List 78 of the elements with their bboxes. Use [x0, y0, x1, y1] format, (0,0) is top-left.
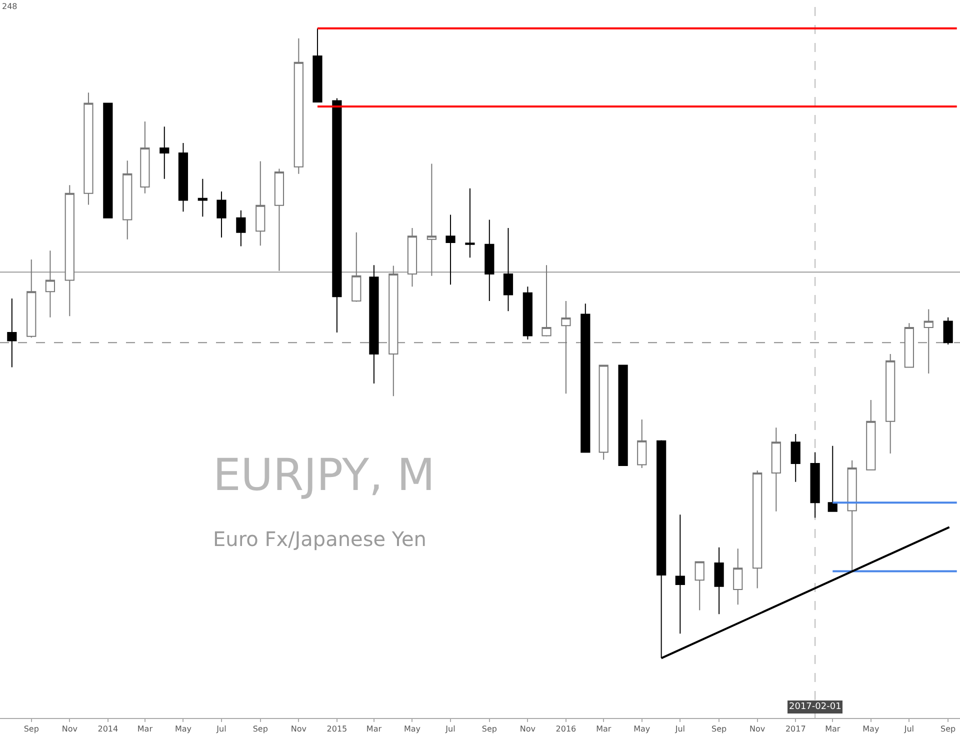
candlestick — [446, 214, 456, 286]
x-tick-label: Sep — [24, 724, 39, 734]
x-tick-label: 2016 — [556, 724, 576, 734]
candlestick — [465, 188, 475, 258]
x-tick-label: May — [634, 724, 650, 734]
candlestick — [407, 228, 418, 288]
candlestick — [122, 160, 132, 240]
candlestick — [274, 168, 284, 272]
x-tick-label: Jul — [903, 724, 914, 734]
candlestick — [26, 258, 36, 338]
x-tick-label: May — [404, 724, 421, 734]
x-tick-label: May — [862, 724, 880, 734]
candlestick — [256, 160, 266, 246]
x-tick-label: May — [174, 724, 192, 734]
candlestick — [637, 418, 647, 468]
candlestick — [45, 250, 55, 318]
x-tick-label: Sep — [712, 724, 727, 734]
candlestick — [790, 433, 800, 482]
x-tick-label: Sep — [940, 724, 956, 734]
x-tick-label: Jul — [674, 724, 685, 734]
x-tick-label: Sep — [482, 724, 497, 734]
candlestick — [236, 210, 246, 247]
candlestick — [580, 303, 590, 453]
candlestick — [847, 460, 857, 572]
x-tick-label: 2017 — [785, 724, 806, 734]
x-tick-label: Nov — [520, 724, 536, 734]
x-tick-label: Mar — [596, 724, 612, 734]
candlestick — [388, 265, 398, 397]
text: Euro Fx/Japanese Yen — [213, 527, 426, 551]
x-tick-label: Nov — [290, 724, 307, 734]
candlestick — [294, 38, 304, 174]
candlestick — [752, 470, 762, 589]
candlestick — [160, 126, 170, 180]
candlestick — [886, 353, 896, 454]
candlestick — [522, 286, 532, 340]
candlestick — [216, 190, 226, 238]
text: EURJPY, M — [213, 450, 435, 501]
x-tick-label: Nov — [750, 724, 766, 734]
candlestick — [828, 445, 838, 512]
candlestick — [904, 322, 914, 368]
x-tick-label: Nov — [62, 724, 78, 734]
candlestick — [542, 264, 552, 337]
candlestick — [369, 264, 379, 384]
candlestick — [618, 364, 628, 466]
candlestick — [598, 364, 608, 460]
candlestick — [733, 548, 743, 606]
candlestick — [332, 98, 342, 334]
candlestick — [714, 546, 724, 615]
x-tick-label: Jul — [444, 724, 456, 734]
candlestick — [352, 232, 362, 302]
candlestick — [7, 298, 17, 368]
candlestick — [866, 399, 876, 470]
candlestick — [64, 184, 74, 317]
candlestick — [198, 178, 208, 218]
x-tick-label: Jul — [216, 724, 226, 734]
candlestick — [84, 92, 94, 206]
candlestick — [771, 427, 781, 512]
x-tick-label: Mar — [137, 724, 154, 734]
x-tick-label: Mar — [366, 724, 382, 734]
candlestick — [484, 219, 494, 302]
candlestick — [103, 102, 113, 218]
candlestick — [810, 452, 820, 518]
candlestick — [140, 121, 150, 194]
candlestick — [178, 142, 188, 212]
x-tick-label: Mar — [825, 724, 841, 734]
candlestick — [694, 561, 704, 611]
candlestick — [675, 514, 685, 634]
x-tick-label: 2014 — [98, 724, 118, 734]
candlestick — [561, 300, 571, 394]
x-tick-label: Sep — [252, 724, 268, 734]
x-tick-label: 2015 — [326, 724, 348, 734]
ref-line-label: 2017-02-01 — [789, 702, 842, 712]
candlestick — [924, 308, 934, 374]
candlestick — [943, 316, 953, 346]
candlestick — [503, 228, 514, 312]
candlestick — [426, 163, 436, 276]
candlestick — [312, 28, 322, 103]
text: 248 — [2, 2, 18, 11]
